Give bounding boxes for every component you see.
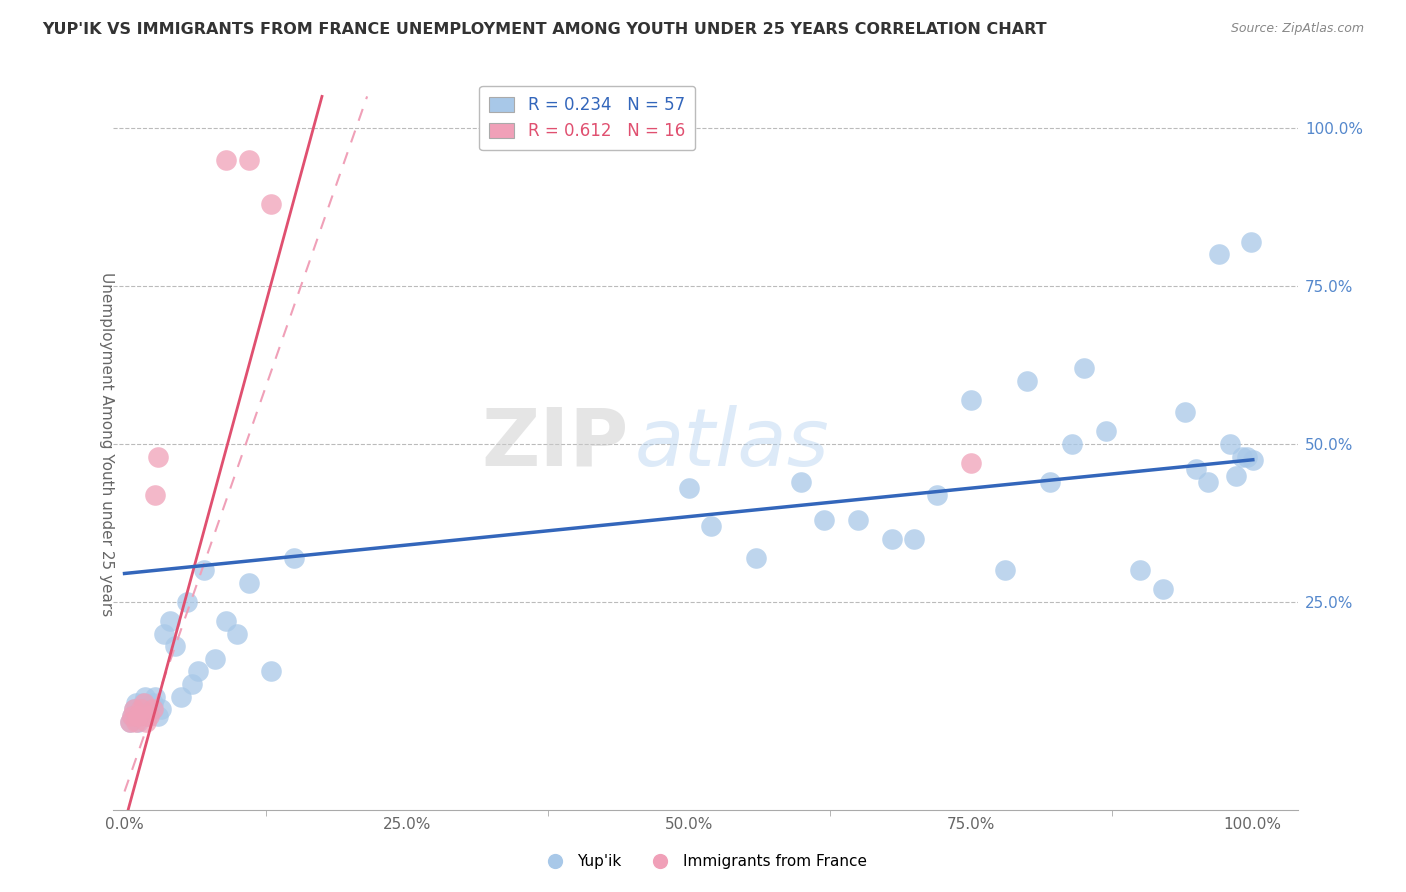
Text: atlas: atlas: [634, 405, 830, 483]
Point: [283, 550, 305, 565]
Point: [176, 595, 198, 609]
Text: Source: ZipAtlas.com: Source: ZipAtlas.com: [1230, 22, 1364, 36]
Point: [700, 519, 723, 533]
Point: [790, 475, 813, 489]
Text: YUP'IK VS IMMIGRANTS FROM FRANCE UNEMPLOYMENT AMONG YOUTH UNDER 25 YEARS CORRELA: YUP'IK VS IMMIGRANTS FROM FRANCE UNEMPLO…: [42, 22, 1047, 37]
Text: ZIP: ZIP: [481, 405, 628, 483]
Point: [125, 696, 148, 710]
Point: [1208, 247, 1230, 261]
Point: [959, 456, 981, 470]
Point: [813, 513, 835, 527]
Point: [148, 450, 170, 464]
Point: [1062, 437, 1084, 451]
Point: [1095, 425, 1118, 439]
Point: [121, 708, 143, 723]
Point: [127, 708, 149, 723]
Point: [215, 614, 238, 628]
Point: [260, 665, 283, 679]
Point: [159, 614, 181, 628]
Point: [122, 702, 145, 716]
Point: [120, 714, 142, 729]
Point: [128, 708, 150, 723]
Point: [745, 550, 768, 565]
Point: [1236, 450, 1258, 464]
Point: [193, 563, 215, 577]
Point: [187, 665, 209, 679]
Point: [226, 626, 249, 640]
Point: [903, 532, 925, 546]
Point: [925, 487, 948, 501]
Point: [1129, 563, 1152, 577]
Point: [131, 702, 153, 716]
Point: [143, 487, 166, 501]
Point: [1225, 468, 1247, 483]
Point: [1239, 235, 1261, 249]
Point: [165, 639, 187, 653]
Point: [149, 702, 172, 716]
Point: [1185, 462, 1208, 476]
Point: [131, 696, 153, 710]
Point: [121, 708, 143, 723]
Point: [959, 392, 981, 407]
Point: [125, 714, 148, 729]
Point: [170, 690, 193, 704]
Point: [138, 702, 160, 716]
Legend: Yup'ik, Immigrants from France: Yup'ik, Immigrants from France: [533, 848, 873, 875]
Point: [181, 677, 204, 691]
Point: [135, 714, 157, 729]
Point: [1174, 405, 1197, 419]
Point: [880, 532, 903, 546]
Point: [1197, 475, 1219, 489]
Point: [122, 702, 145, 716]
Point: [215, 153, 238, 167]
Point: [1219, 437, 1241, 451]
Point: [678, 481, 700, 495]
Point: [136, 708, 159, 723]
Point: [153, 626, 176, 640]
Point: [143, 690, 166, 704]
Point: [846, 513, 869, 527]
Point: [1241, 452, 1264, 467]
Point: [238, 153, 260, 167]
Point: [993, 563, 1015, 577]
Point: [238, 576, 260, 591]
Point: [120, 714, 142, 729]
Point: [131, 702, 153, 716]
Point: [138, 708, 160, 723]
Point: [1152, 582, 1174, 597]
Point: [1073, 361, 1095, 376]
Point: [142, 696, 165, 710]
Point: [1039, 475, 1062, 489]
Legend: R = 0.234   N = 57, R = 0.612   N = 16: R = 0.234 N = 57, R = 0.612 N = 16: [479, 86, 695, 150]
Point: [132, 696, 155, 710]
Point: [1017, 374, 1039, 388]
Point: [260, 196, 283, 211]
Point: [142, 702, 165, 716]
Point: [204, 652, 226, 666]
Point: [127, 714, 149, 729]
Point: [148, 708, 170, 723]
Point: [1230, 450, 1253, 464]
Y-axis label: Unemployment Among Youth under 25 years: Unemployment Among Youth under 25 years: [100, 272, 114, 616]
Point: [134, 690, 156, 704]
